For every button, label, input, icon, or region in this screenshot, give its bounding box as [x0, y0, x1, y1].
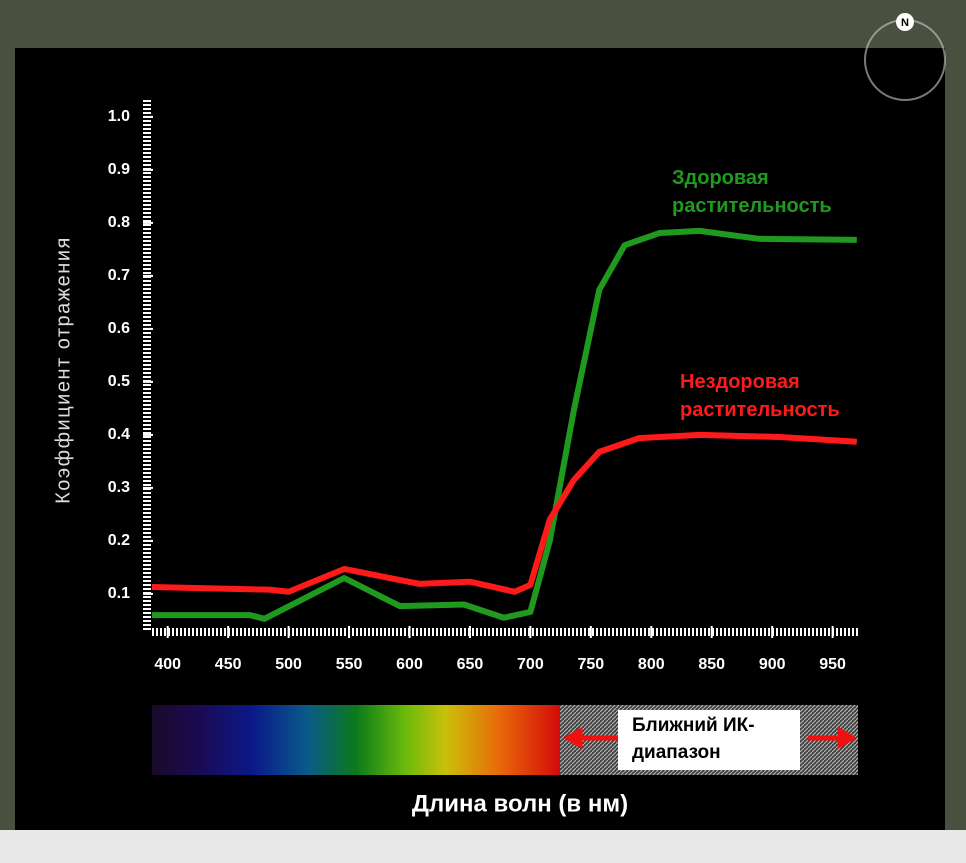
x-tick-label: 900: [759, 656, 786, 673]
legend-entry: Здоровая растительность: [672, 167, 832, 217]
x-tick-label: 600: [396, 656, 423, 673]
y-tick-label: 0.7: [108, 267, 130, 284]
y-tick-label: 0.5: [108, 373, 130, 390]
nir-box: [618, 710, 800, 770]
x-tick-label: 550: [336, 656, 363, 673]
x-tick-label: 400: [154, 656, 181, 673]
y-tick-label: 0.3: [108, 479, 130, 496]
bottom-strip: [0, 830, 966, 863]
x-tick-label: 500: [275, 656, 302, 673]
nir-arrows: [563, 726, 857, 750]
x-tick-label: 850: [698, 656, 725, 673]
series-line: [152, 227, 857, 622]
y-tick-label: 0.9: [108, 161, 130, 178]
x-tick-label: 950: [819, 656, 846, 673]
y-axis-label: Коэффициент отражения: [52, 236, 74, 504]
x-tick-label: 750: [577, 656, 604, 673]
x-tick-label: 700: [517, 656, 544, 673]
visible-spectrum: [152, 705, 560, 775]
y-tick-label: 0.8: [108, 214, 130, 231]
legend-entry: Нездоровая растительность: [680, 371, 840, 421]
y-tick-label: 0.1: [108, 585, 130, 602]
x-tick-label: 800: [638, 656, 665, 673]
series-line: [151, 431, 857, 595]
y-tick-label: 0.4: [108, 426, 130, 443]
y-tick-label: 0.6: [108, 320, 130, 337]
nir-label: Ближний ИК-диапазон: [632, 715, 755, 763]
compass-badge: [896, 13, 914, 31]
y-tick-label: 1.0: [108, 108, 130, 125]
y-tick-label: 0.2: [108, 532, 130, 549]
compass-label: N: [901, 17, 909, 29]
x-axis-label: Длина волн (в нм): [412, 790, 628, 817]
x-tick-label: 450: [215, 656, 242, 673]
x-tick-label: 650: [457, 656, 484, 673]
